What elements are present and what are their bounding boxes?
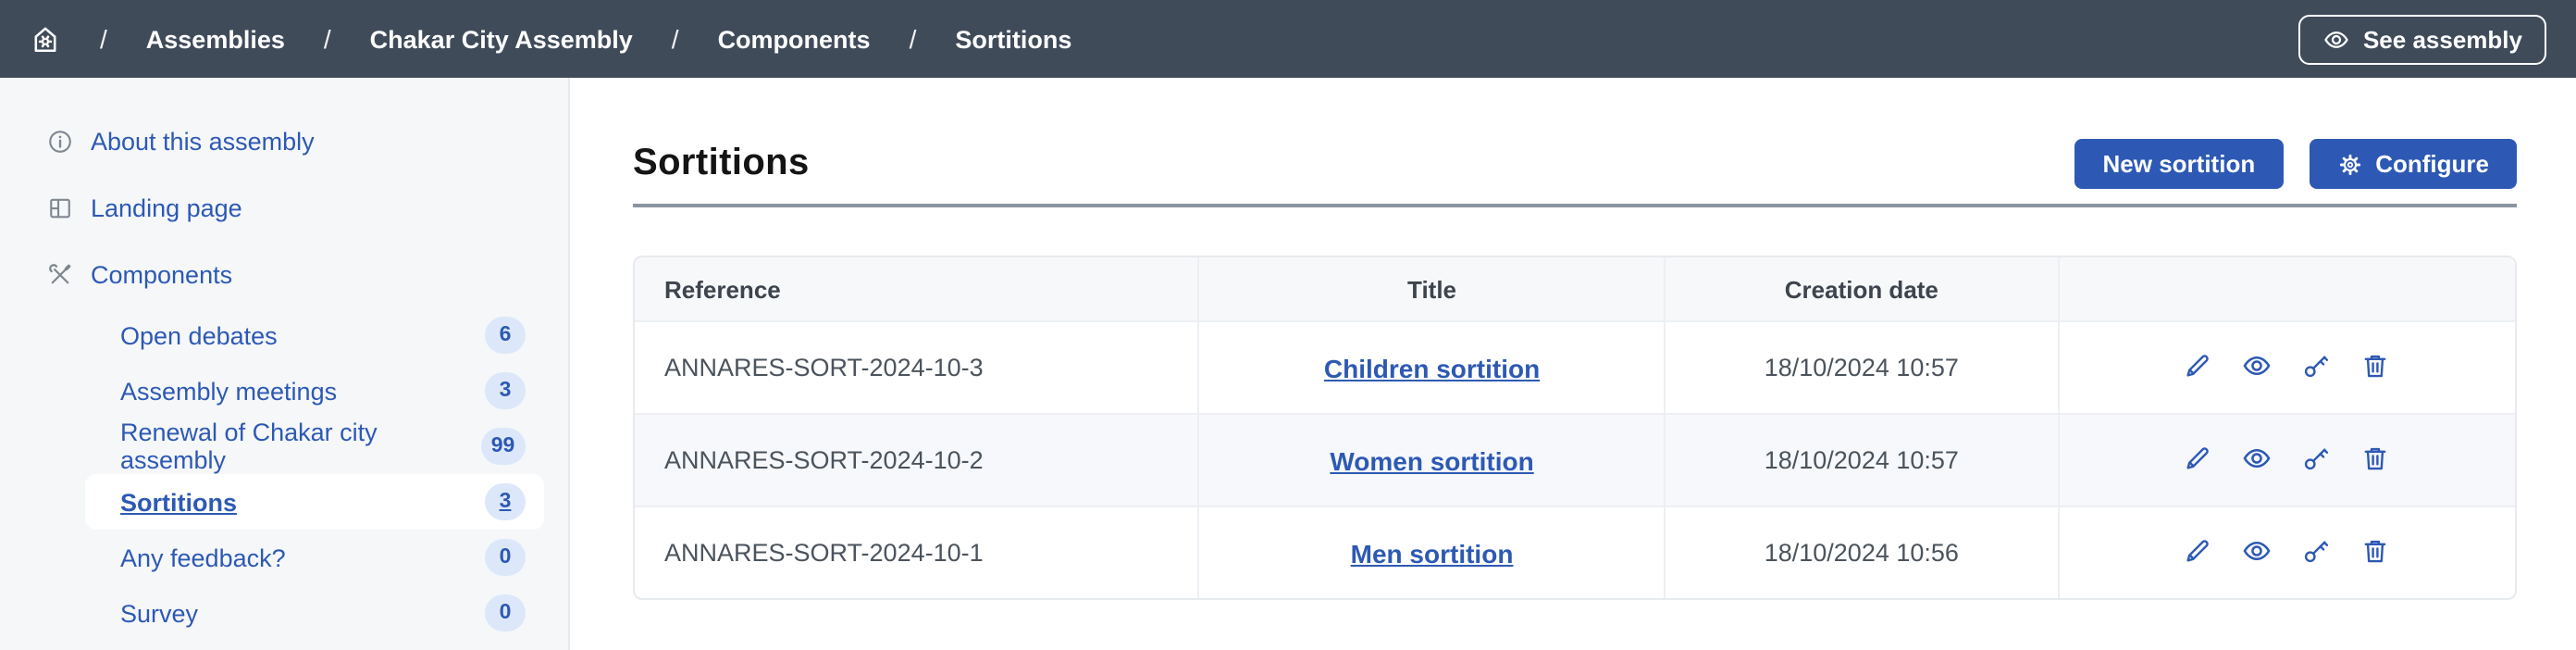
key-icon [2305, 356, 2329, 378]
sortitions-table-card: Reference Title Creation date ANNARES-SO… [633, 256, 2517, 600]
sortition-reference: ANNARES-SORT-2024-10-3 [635, 321, 1200, 415]
key-icon [2305, 541, 2329, 563]
preview-button[interactable] [2240, 533, 2275, 569]
info-icon [49, 130, 71, 152]
column-header-title: Title [1198, 257, 1666, 322]
sidebar-item-label: Landing page [91, 194, 242, 221]
sortition-creation-date: 18/10/2024 10:56 [1665, 506, 2060, 598]
gear-icon [2339, 153, 2360, 175]
topbar: / Assemblies / Chakar City Assembly / Co… [0, 0, 2576, 78]
configure-label: Configure [2375, 150, 2489, 178]
edit-button[interactable] [2181, 441, 2216, 476]
sidebar-item-label: About this assembly [91, 127, 315, 155]
sidebar-item-renewal[interactable]: Renewal of Chakar city assembly 99 [85, 419, 544, 474]
permissions-button[interactable] [2299, 533, 2334, 569]
see-assembly-label: See assembly [2362, 25, 2522, 53]
eye-icon [2324, 31, 2348, 47]
pencil-icon [2187, 540, 2210, 562]
delete-button[interactable] [2359, 348, 2394, 383]
trash-icon [2365, 447, 2386, 470]
count-badge: 3 [485, 372, 526, 409]
sidebar-item-components[interactable]: Components [0, 241, 568, 307]
breadcrumb-assemblies[interactable]: Assemblies [145, 25, 285, 53]
sidebar-item-about[interactable]: About this assembly [0, 107, 568, 174]
tools-icon [49, 263, 71, 283]
column-header-actions [2058, 257, 2515, 322]
sidebar-item-label: Sortitions [120, 488, 237, 516]
count-badge: 6 [485, 317, 526, 354]
sortition-creation-date: 18/10/2024 10:57 [1665, 414, 2060, 507]
sidebar-item-any-feedback[interactable]: Any feedback? 0 [85, 530, 544, 585]
sidebar-item-sortitions[interactable]: Sortitions 3 [85, 474, 544, 530]
eye-icon [2244, 448, 2272, 469]
trash-icon [2365, 355, 2386, 378]
new-sortition-button[interactable]: New sortition [2074, 139, 2284, 189]
see-assembly-button[interactable]: See assembly [2297, 14, 2546, 64]
table-row: ANNARES-SORT-2024-10-1 Men sortition 18/… [635, 506, 2515, 598]
sortition-title-link[interactable]: Men sortition [1350, 538, 1514, 568]
sidebar-item-assembly-meetings[interactable]: Assembly meetings 3 [85, 363, 544, 419]
sidebar-item-label: Any feedback? [120, 544, 286, 571]
key-icon [2305, 448, 2329, 470]
configure-button[interactable]: Configure [2309, 139, 2517, 189]
row-actions [2181, 533, 2394, 569]
column-header-creation-date: Creation date [1665, 257, 2060, 322]
sidebar-item-label: Renewal of Chakar city assembly [120, 419, 378, 474]
sortitions-table-body: ANNARES-SORT-2024-10-3 Children sortitio… [635, 321, 2515, 598]
table-row: ANNARES-SORT-2024-10-3 Children sortitio… [635, 321, 2515, 415]
breadcrumb-chakar-city-assembly[interactable]: Chakar City Assembly [369, 25, 633, 53]
breadcrumb-separator: / [323, 24, 331, 54]
title-divider [633, 204, 2517, 207]
count-badge: 3 [485, 483, 526, 520]
trash-icon [2365, 540, 2386, 563]
breadcrumb-sortitions: Sortitions [955, 25, 1072, 53]
breadcrumb-separator: / [671, 24, 679, 54]
sortition-reference: ANNARES-SORT-2024-10-2 [635, 414, 1200, 507]
breadcrumb-separator: / [909, 24, 917, 54]
sidebar-item-label: Components [91, 260, 233, 288]
count-badge: 0 [485, 539, 526, 576]
edit-button[interactable] [2181, 533, 2216, 569]
eye-icon [2244, 541, 2272, 561]
permissions-button[interactable] [2299, 441, 2334, 476]
row-actions [2181, 441, 2394, 476]
preview-button[interactable] [2240, 348, 2275, 383]
permissions-button[interactable] [2299, 348, 2334, 383]
sidebar-item-label: Survey [120, 599, 199, 627]
sidebar-item-survey[interactable]: Survey 0 [85, 585, 544, 641]
delete-button[interactable] [2359, 441, 2394, 476]
breadcrumb: / Assemblies / Chakar City Assembly / Co… [30, 23, 1071, 55]
pencil-icon [2187, 447, 2210, 469]
row-actions [2181, 348, 2394, 383]
breadcrumb-separator: / [100, 24, 107, 54]
sortition-title-link[interactable]: Children sortition [1323, 353, 1541, 382]
eye-icon [2244, 356, 2272, 376]
sidebar-item-landing-page[interactable]: Landing page [0, 174, 568, 241]
sidebar: About this assembly Landing page Compone… [0, 78, 570, 650]
main-content: Sortitions New sortition Config [570, 78, 2576, 650]
layout: About this assembly Landing page Compone… [0, 78, 2576, 650]
preview-button[interactable] [2240, 441, 2275, 476]
breadcrumb-components[interactable]: Components [717, 25, 871, 53]
sidebar-item-label: Open debates [120, 321, 278, 349]
edit-button[interactable] [2181, 348, 2216, 383]
sidebar-item-open-debates[interactable]: Open debates 6 [85, 307, 544, 363]
count-badge: 0 [485, 594, 526, 631]
delete-button[interactable] [2359, 533, 2394, 569]
sortitions-table: Reference Title Creation date ANNARES-SO… [635, 257, 2515, 598]
pencil-icon [2187, 355, 2210, 377]
sidebar-item-label: Assembly meetings [120, 377, 338, 405]
sortition-creation-date: 18/10/2024 10:57 [1665, 321, 2060, 415]
layout-icon [50, 197, 70, 218]
column-header-reference: Reference [635, 257, 1200, 322]
home-icon[interactable] [30, 23, 61, 55]
new-sortition-label: New sortition [2102, 150, 2256, 178]
table-row: ANNARES-SORT-2024-10-2 Women sortition 1… [635, 414, 2515, 507]
sortition-title-link[interactable]: Women sortition [1330, 445, 1534, 475]
count-badge: 99 [480, 428, 526, 465]
page-title: Sortitions [633, 143, 810, 183]
sortition-reference: ANNARES-SORT-2024-10-1 [635, 506, 1200, 598]
